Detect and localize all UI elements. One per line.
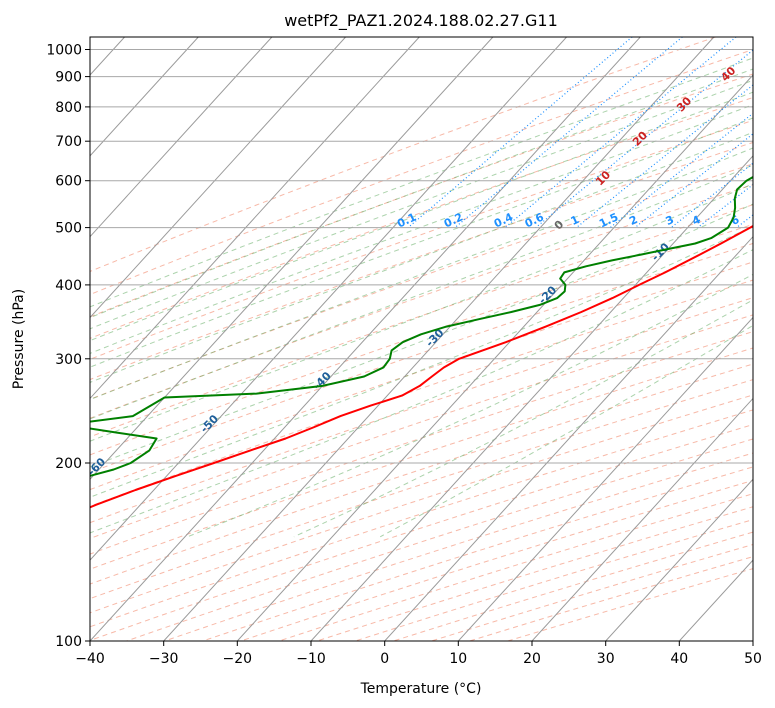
- dry-adiabat: [90, 37, 716, 273]
- y-tick-label: 300: [55, 352, 82, 368]
- x-tick-label: −10: [296, 651, 326, 667]
- isotherm-line: [457, 316, 753, 641]
- isotherm-line: [90, 37, 199, 157]
- temperature-profile: [90, 224, 753, 509]
- mixing-ratio-line: [634, 133, 753, 229]
- background-lines: [90, 37, 753, 641]
- isotherm-line: [531, 397, 753, 641]
- dry-adiabat: [90, 204, 753, 438]
- dry-adiabat: [90, 261, 753, 491]
- dewpoint-profile: [90, 175, 753, 477]
- x-tick-label: 10: [449, 651, 467, 667]
- chart-title: wetPf2_PAZ1.2024.188.02.27.G11: [284, 11, 558, 31]
- y-tick-label: 600: [55, 174, 82, 190]
- x-tick-label: −30: [149, 651, 179, 667]
- isotherm-line: [163, 37, 715, 641]
- dry-adiabat: [90, 314, 753, 540]
- x-tick-label: −40: [75, 651, 105, 667]
- dry-adiabat: [90, 363, 753, 585]
- isotherm-line: [90, 37, 273, 238]
- y-tick-label: 900: [55, 70, 82, 86]
- isotherm-line: [90, 37, 420, 400]
- isotherm-line: [90, 37, 346, 319]
- y-tick-label: 1000: [46, 43, 82, 59]
- isotherm-line: [310, 155, 753, 641]
- y-tick-label: 700: [55, 134, 82, 150]
- dry-adiabat: [90, 223, 753, 456]
- x-tick-label: 30: [597, 651, 615, 667]
- dry-adiabat: [90, 141, 753, 381]
- isotherm-line: [90, 37, 567, 561]
- x-tick-label: 20: [523, 651, 541, 667]
- isotherm-line: [90, 37, 494, 481]
- isotherm-line: [605, 478, 753, 641]
- mixing-ratio-line: [576, 84, 753, 229]
- x-tick-label: −20: [223, 651, 253, 667]
- isotherm-line: [384, 235, 753, 641]
- mixing-ratio-line: [504, 37, 737, 229]
- axes: −40 −30 −20 −10 0 10 20 30 40 50 100 200 300 400 500 60…: [46, 43, 762, 668]
- y-tick-label: 400: [55, 278, 82, 294]
- dry-adiabat: [90, 48, 753, 296]
- x-tick-label: 0: [380, 651, 389, 667]
- y-tick-label: 800: [55, 100, 82, 116]
- y-tick-label: 100: [55, 634, 82, 650]
- mixing-ratio-line: [407, 37, 633, 229]
- y-tick-label: 500: [55, 221, 82, 237]
- profile-series: [90, 175, 753, 509]
- x-axis-label: Temperature (°C): [360, 681, 482, 697]
- isotherm-line: [90, 37, 641, 641]
- y-tick-label: 200: [55, 456, 82, 472]
- x-tick-label: 40: [670, 651, 688, 667]
- plot-frame: [89, 36, 754, 642]
- y-axis-label: Pressure (hPa): [11, 289, 27, 389]
- dry-adiabat: [90, 394, 753, 614]
- dry-adiabat: [90, 119, 753, 360]
- x-tick-label: 50: [744, 651, 762, 667]
